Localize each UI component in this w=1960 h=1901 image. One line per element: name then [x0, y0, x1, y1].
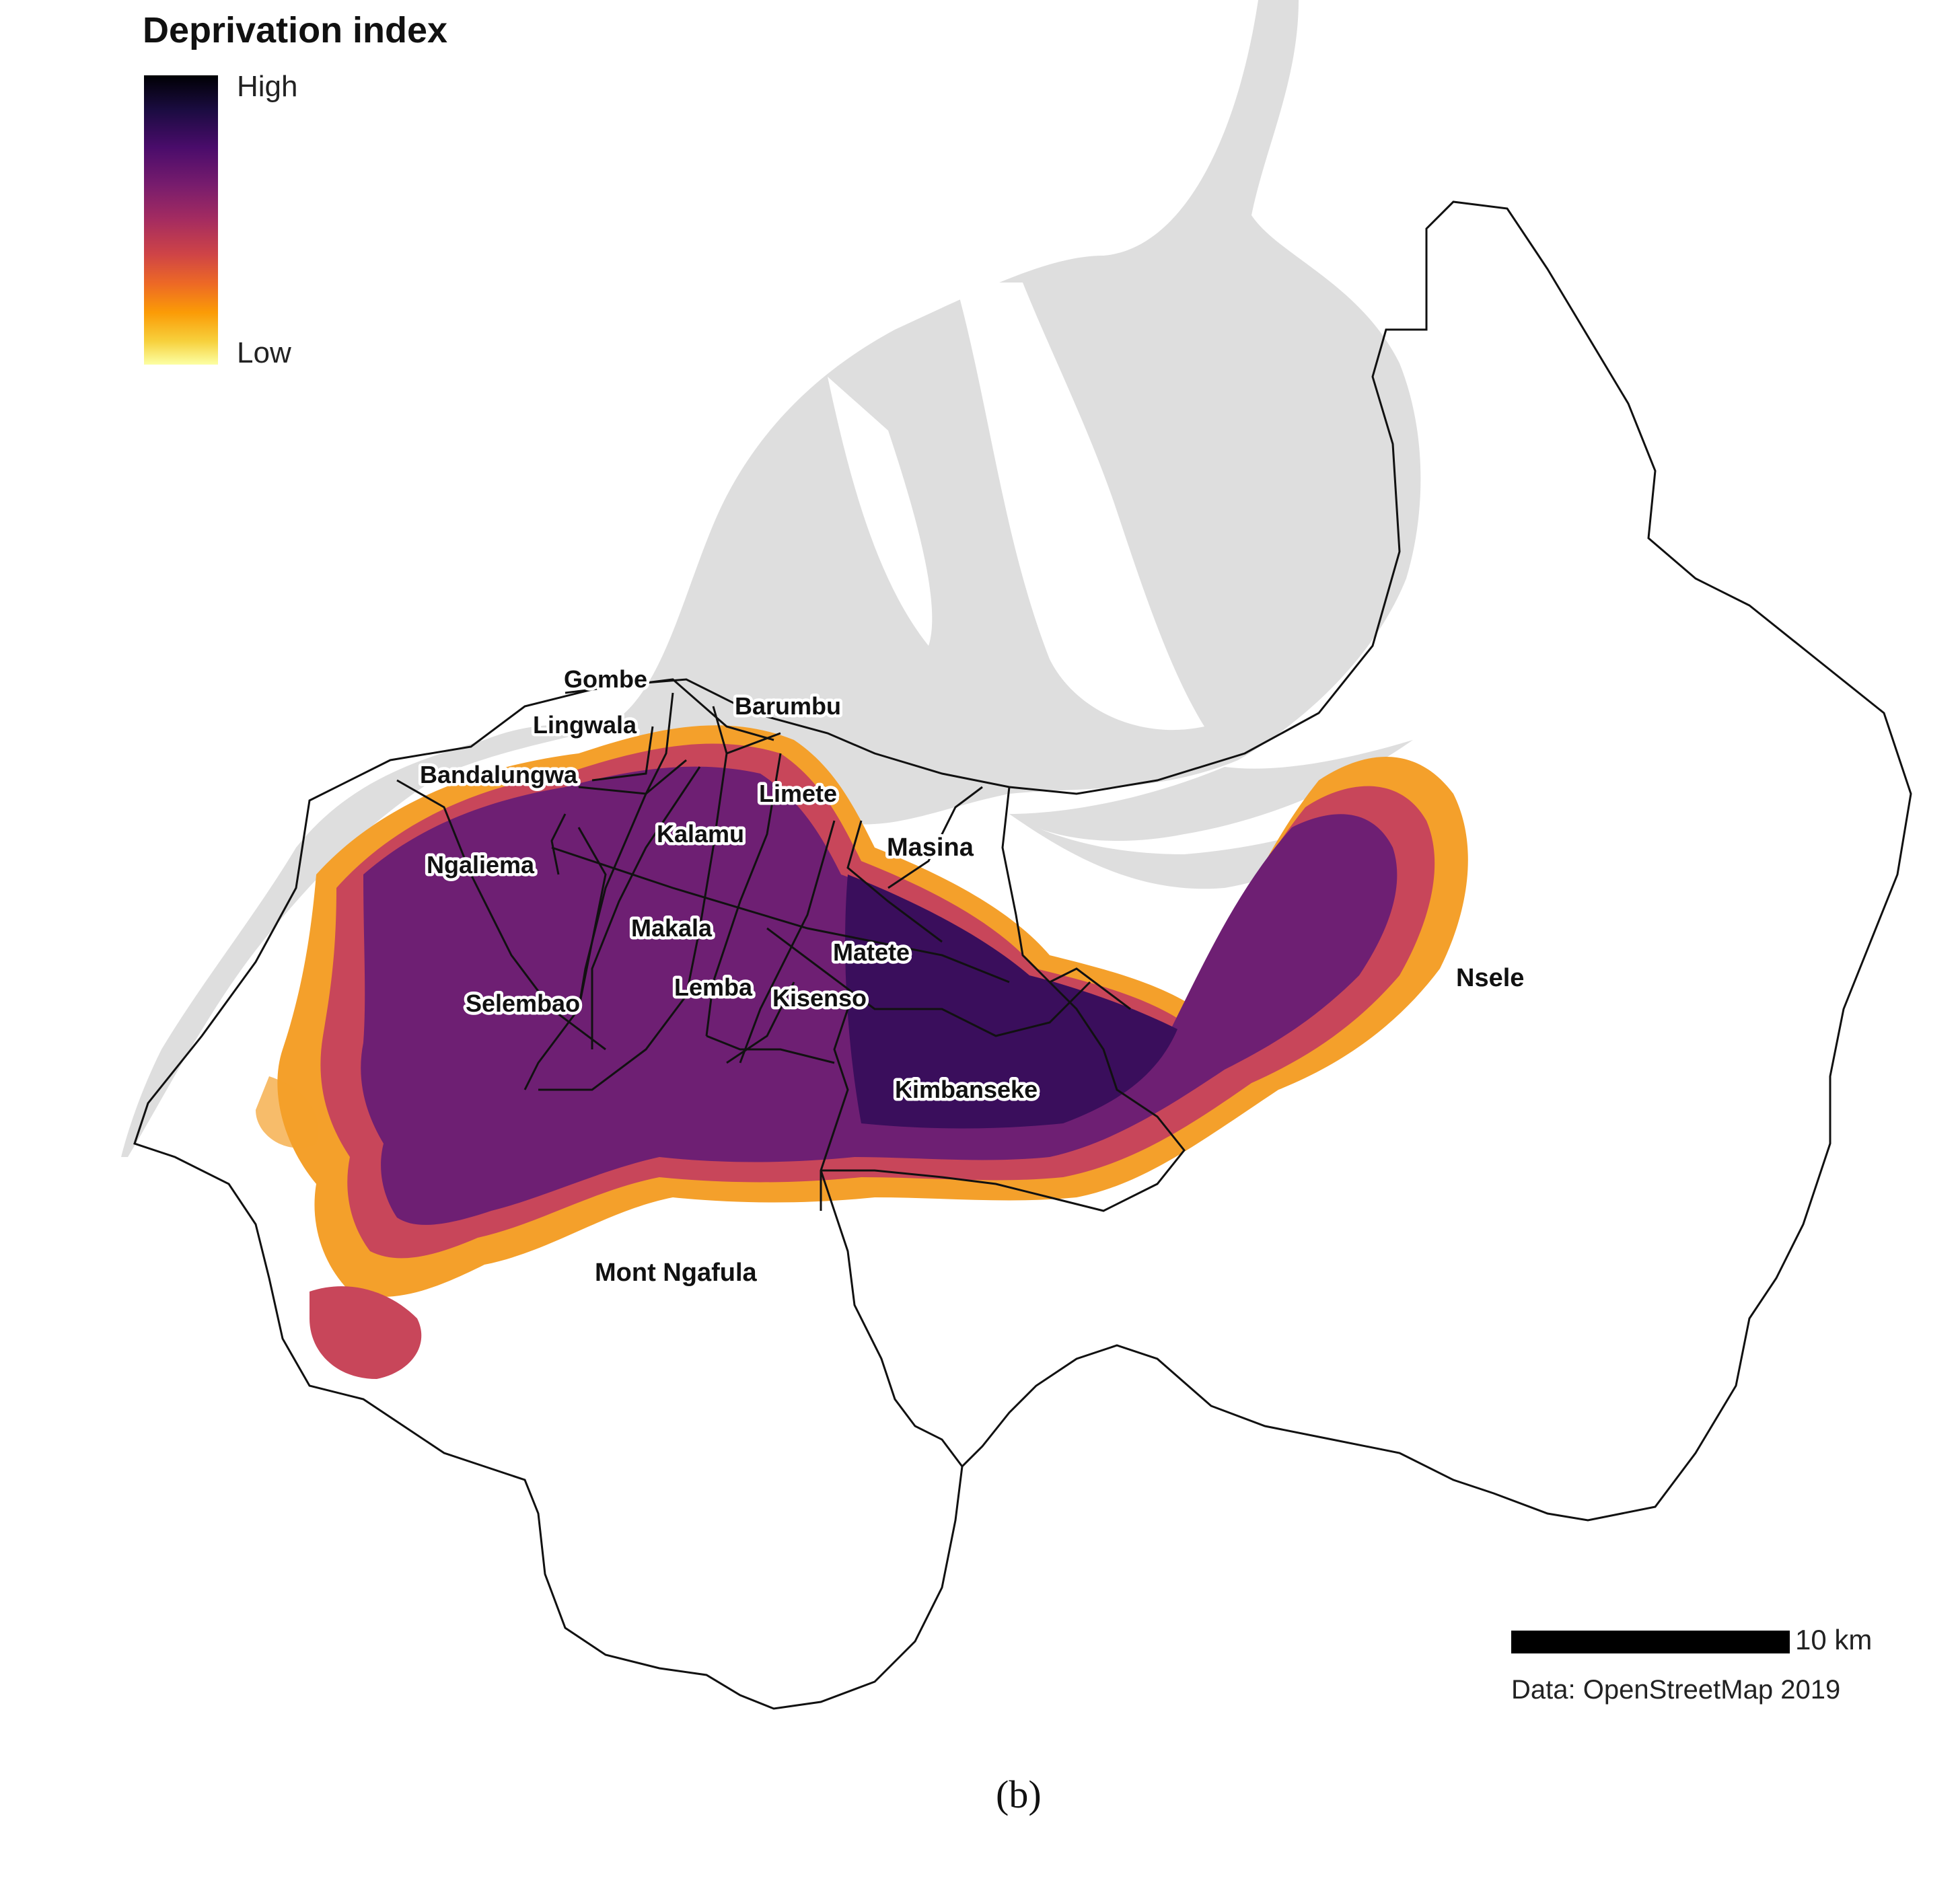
- commune-boundaries: [396, 678, 1186, 1467]
- label-mont-ngafula: Mont Ngafula: [595, 1259, 758, 1287]
- label-matete: Matete: [833, 938, 910, 966]
- legend-color-ramp: [144, 75, 218, 365]
- label-kimbanseke: Kimbanseke: [895, 1076, 1038, 1103]
- scale-label: 10 km: [1795, 1624, 1873, 1655]
- legend-high-label: High: [237, 70, 298, 103]
- label-limete: Limete: [759, 780, 837, 807]
- scale-bar: [1511, 1631, 1790, 1653]
- label-selembao: Selembao: [466, 990, 580, 1017]
- data-credit: Data: OpenStreetMap 2019: [1511, 1675, 1841, 1705]
- label-lemba: Lemba: [674, 973, 753, 1001]
- label-ngaliema: Ngaliema: [427, 851, 535, 879]
- province-boundary: [133, 200, 1912, 1710]
- deprivation-surface: [256, 725, 1468, 1379]
- label-barumbu: Barumbu: [735, 692, 841, 720]
- commune-labels: Gombe Barumbu Lingwala Bandalungwa Limet…: [417, 663, 1527, 1290]
- label-makala: Makala: [631, 914, 713, 942]
- label-bandalungwa: Bandalungwa: [420, 761, 578, 788]
- label-kisenso: Kisenso: [772, 984, 867, 1012]
- label-masina: Masina: [887, 833, 974, 862]
- label-nsele: Nsele: [1456, 964, 1524, 992]
- label-kalamu: Kalamu: [657, 820, 744, 848]
- label-lingwala: Lingwala: [533, 711, 637, 739]
- figure-caption: (b): [996, 1773, 1042, 1816]
- legend-low-label: Low: [237, 336, 291, 369]
- legend-title: Deprivation index: [143, 10, 448, 50]
- label-gombe: Gombe: [564, 665, 647, 693]
